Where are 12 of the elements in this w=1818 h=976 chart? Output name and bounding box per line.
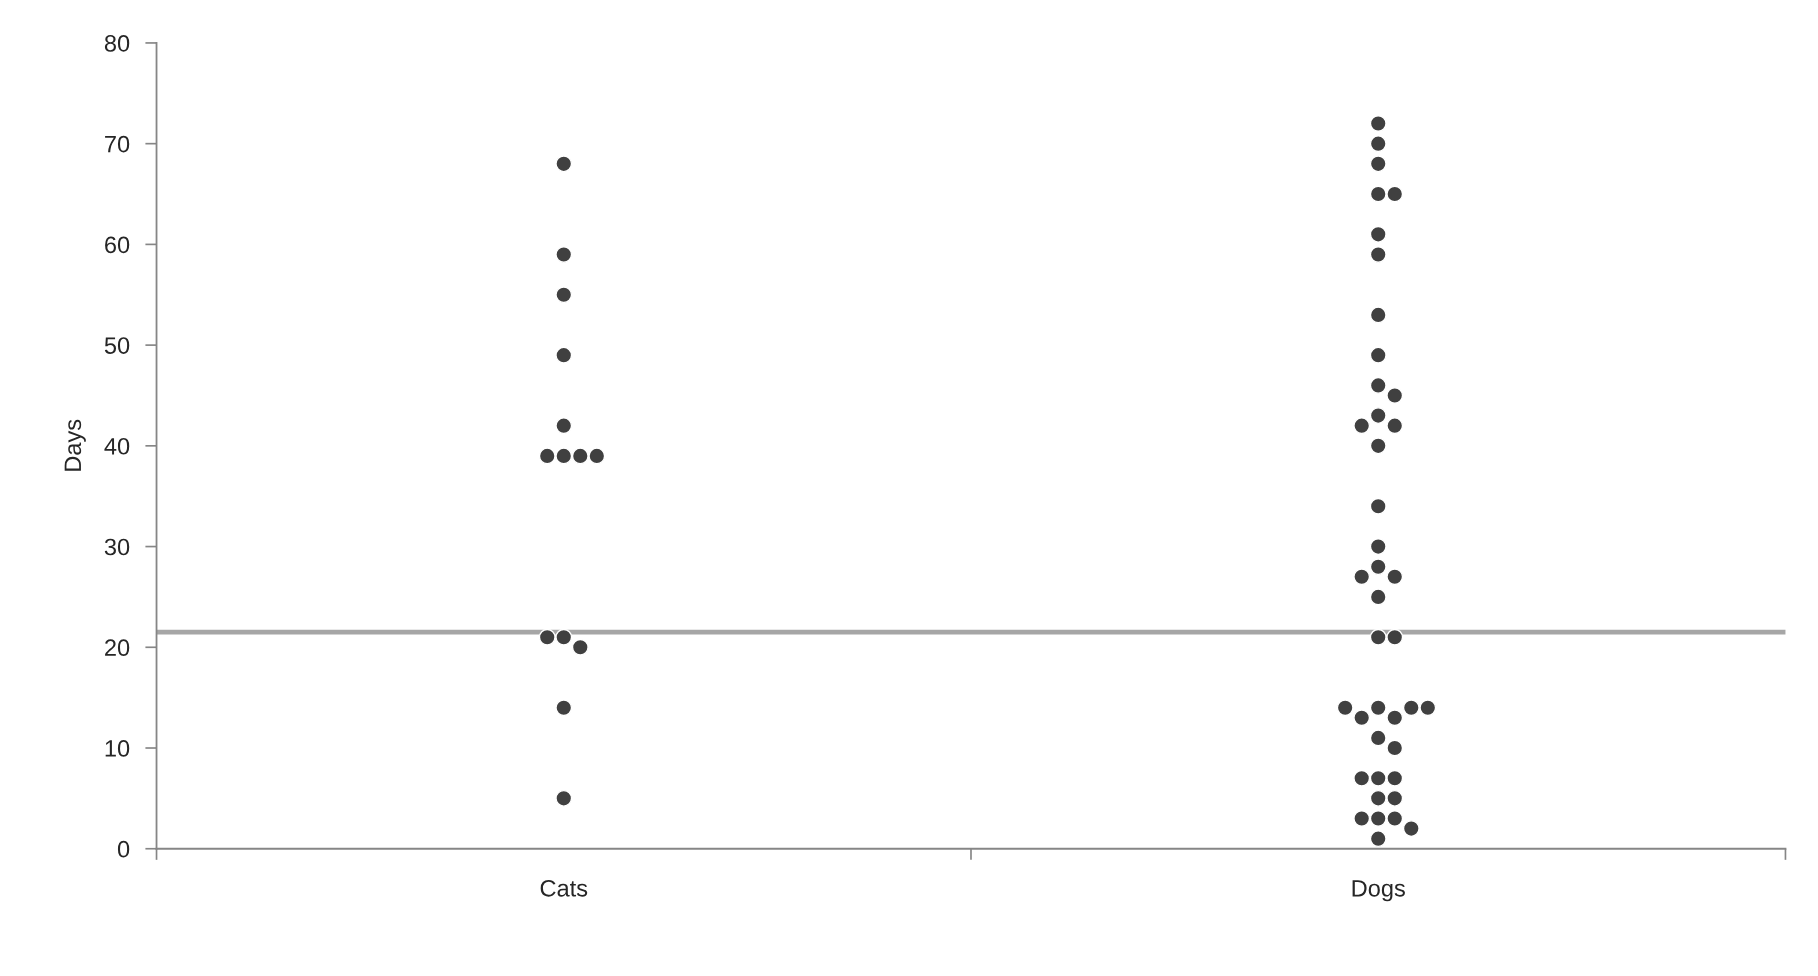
y-axis-title: Days (64, 419, 86, 471)
y-tick-label: 50 (104, 337, 130, 354)
y-tick-label: 20 (105, 639, 130, 657)
x-tick-label: Dogs (1352, 880, 1405, 902)
y-tick-label: 0 (117, 840, 130, 858)
y-tick-label: 30 (104, 538, 130, 556)
y-tick-label: 80 (104, 35, 130, 52)
x-tick-label: Cats (540, 879, 588, 897)
y-tick-label: 60 (105, 236, 130, 254)
y-tick-label: 10 (105, 740, 130, 757)
y-tick-label: 40 (104, 437, 130, 455)
y-tick-label: 70 (105, 135, 130, 153)
